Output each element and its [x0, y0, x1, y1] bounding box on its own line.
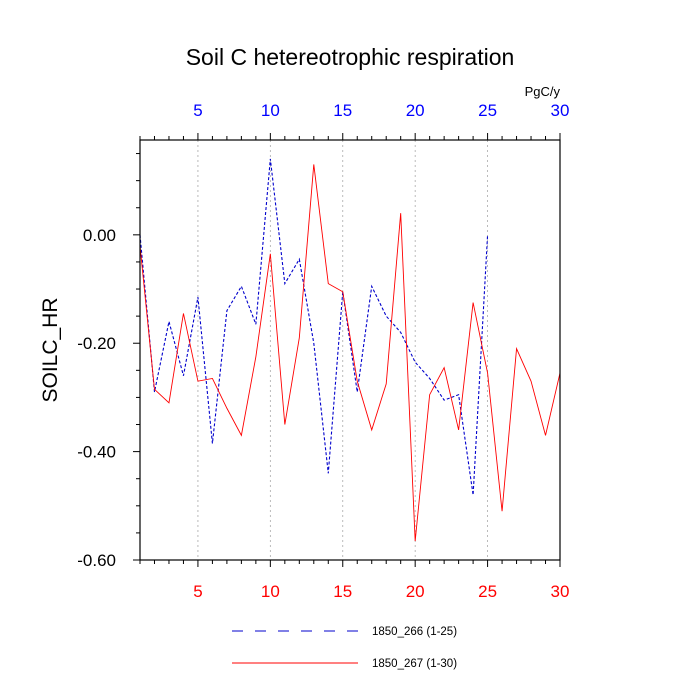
plot-frame — [139, 139, 561, 561]
x-tick-label-top: 5 — [193, 101, 202, 120]
data-point — [371, 429, 372, 430]
y-tick-label: -0.60 — [77, 551, 116, 570]
y-axis-label: SOILC_HR — [39, 297, 62, 402]
y-tick-label: -0.20 — [77, 334, 116, 353]
data-point — [255, 324, 256, 325]
y-tick-label: -0.40 — [77, 443, 116, 462]
x-tick-label-top: 20 — [406, 101, 425, 120]
units-label: PgC/y — [525, 84, 561, 99]
data-point — [545, 435, 546, 436]
x-tick-label-bottom: 25 — [478, 582, 497, 601]
data-point — [516, 348, 517, 349]
x-tick-label-top: 10 — [261, 101, 280, 120]
data-point — [458, 429, 459, 430]
data-point — [473, 302, 474, 303]
data-point — [168, 402, 169, 403]
series-line-0 — [139, 158, 489, 496]
data-point — [299, 337, 300, 338]
data-point — [429, 378, 430, 379]
data-point — [168, 321, 169, 322]
x-tick-label-bottom: 20 — [406, 582, 425, 601]
data-point — [415, 362, 416, 363]
data-point — [386, 316, 387, 317]
data-point — [226, 310, 227, 311]
x-tick-label-top: 30 — [551, 101, 570, 120]
data-point — [473, 494, 474, 495]
legend: 1850_266 (1-25) 1850_267 (1-30) — [232, 626, 457, 670]
x-tick-label-bottom: 30 — [551, 582, 570, 601]
data-point — [212, 443, 213, 444]
data-point — [183, 375, 184, 376]
data-point — [313, 164, 314, 165]
x-tick-label-bottom: 10 — [261, 582, 280, 601]
data-point — [241, 286, 242, 287]
data-point — [487, 234, 488, 235]
x-tick-label-bottom: 15 — [333, 582, 352, 601]
data-point — [299, 259, 300, 260]
data-point — [415, 540, 416, 541]
x-tick-label-top: 15 — [333, 101, 352, 120]
data-point — [212, 378, 213, 379]
data-point — [284, 424, 285, 425]
data-point — [226, 408, 227, 409]
data-point — [328, 283, 329, 284]
series-line-1 — [139, 164, 561, 542]
data-point — [386, 383, 387, 384]
data-point — [284, 283, 285, 284]
data-point — [444, 400, 445, 401]
series-lines — [139, 158, 561, 542]
data-point — [487, 372, 488, 373]
data-point — [328, 473, 329, 474]
data-point — [197, 381, 198, 382]
x-tick-label-top: 25 — [478, 101, 497, 120]
data-point — [342, 291, 343, 292]
data-point — [313, 343, 314, 344]
data-point — [429, 394, 430, 395]
data-point — [197, 297, 198, 298]
data-point — [241, 435, 242, 436]
data-point — [154, 389, 155, 390]
data-point — [255, 356, 256, 357]
data-point — [400, 332, 401, 333]
data-point — [371, 286, 372, 287]
chart-title: Soil C hetereotrophic respiration — [186, 44, 515, 70]
axis-ticks: 5 5 10 10 15 15 20 20 25 25 30 30 0.00 -0.20 -0.40 -0.6… — [77, 101, 569, 601]
legend-label: 1850_266 (1-25) — [372, 626, 457, 638]
data-point — [458, 394, 459, 395]
data-point — [400, 213, 401, 214]
data-point — [183, 313, 184, 314]
y-tick-label: 0.00 — [83, 226, 116, 245]
data-point — [444, 367, 445, 368]
grid-lines — [197, 140, 488, 560]
data-point — [501, 511, 502, 512]
data-point — [357, 391, 358, 392]
data-point — [357, 381, 358, 382]
data-point — [270, 158, 271, 159]
x-tick-label-bottom: 5 — [193, 582, 202, 601]
data-point — [530, 381, 531, 382]
data-point — [270, 253, 271, 254]
data-point — [154, 391, 155, 392]
legend-label: 1850_267 (1-30) — [372, 658, 457, 670]
